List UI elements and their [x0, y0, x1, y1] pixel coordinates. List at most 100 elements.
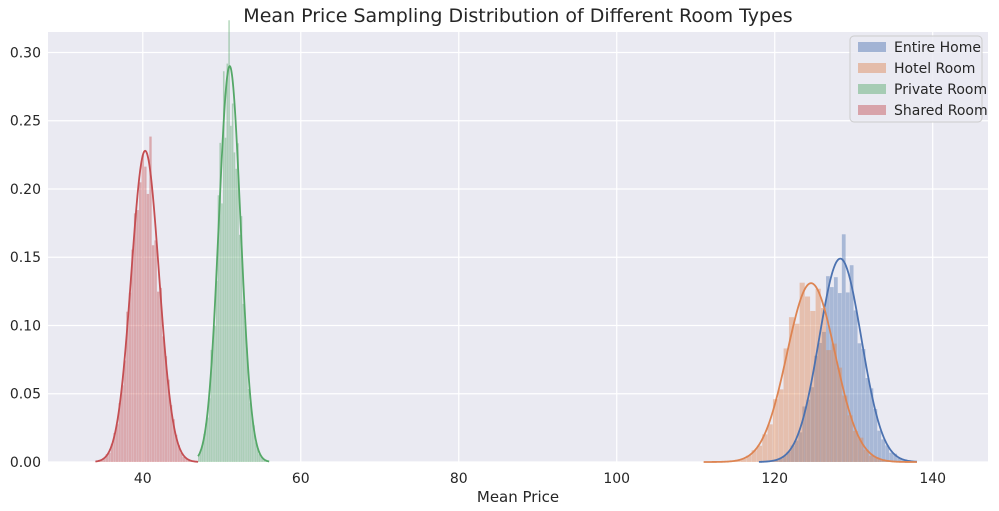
- histogram-bar: [187, 460, 191, 462]
- histogram-bar: [788, 317, 795, 462]
- histogram-bar: [242, 303, 245, 462]
- histogram-bar: [180, 452, 183, 462]
- histogram-bar: [244, 321, 246, 462]
- histogram-bar: [113, 433, 116, 462]
- histogram-bar: [128, 292, 132, 462]
- legend-label: Private Room: [894, 82, 987, 98]
- histogram-bar: [804, 296, 811, 462]
- histogram-bar: [198, 455, 200, 462]
- x-tick-label: 60: [292, 471, 310, 487]
- histogram-bar: [226, 63, 229, 463]
- histogram-hotel-room: [730, 282, 891, 462]
- legend-label: Shared Room: [894, 103, 988, 119]
- histogram-bar: [115, 424, 119, 462]
- histogram-bar: [182, 456, 186, 462]
- y-tick-label: 0.15: [10, 250, 41, 266]
- histogram-bar: [105, 454, 109, 462]
- histogram-bar: [251, 414, 253, 462]
- histogram-bar: [794, 323, 800, 462]
- histogram-bar: [254, 442, 257, 462]
- histogram-bar: [172, 419, 175, 462]
- histogram-bar: [778, 389, 784, 462]
- histogram-bar: [212, 340, 214, 462]
- histogram-bar: [893, 453, 897, 462]
- histogram-bar: [258, 454, 261, 462]
- histogram-bar: [897, 457, 901, 462]
- histogram-bar: [826, 350, 832, 462]
- histogram-bar: [233, 152, 236, 463]
- histogram-bar: [141, 155, 144, 463]
- histogram-bar: [806, 399, 811, 462]
- histogram-bar: [174, 434, 178, 462]
- histogram-bar: [221, 203, 223, 462]
- histogram-bar: [841, 234, 846, 462]
- histogram-bar: [253, 425, 255, 462]
- kde-line: [95, 149, 199, 463]
- histogram-bar: [151, 245, 155, 462]
- histogram-bar: [121, 385, 124, 462]
- histogram-bar: [110, 443, 114, 462]
- y-tick-label: 0.05: [10, 387, 41, 403]
- histogram-bar: [901, 459, 905, 462]
- x-tick-label: 80: [450, 471, 468, 487]
- y-tick-label: 0.25: [10, 114, 41, 130]
- histogram-bar: [230, 125, 232, 462]
- y-tick-labels: 0.00 0.05 0.10 0.15 0.20 0.25 0.30: [10, 45, 41, 471]
- kde-line: [758, 257, 917, 463]
- histogram-bar: [842, 395, 848, 462]
- histogram-bar: [815, 288, 821, 462]
- histogram-bar: [177, 445, 180, 462]
- histogram-bar: [249, 402, 252, 462]
- histogram-bar: [247, 389, 250, 462]
- histogram-bar: [238, 234, 241, 462]
- histogram-shared-room: [95, 136, 193, 463]
- histogram-bar: [208, 398, 211, 462]
- histogram-bar: [853, 310, 858, 462]
- legend-label: Entire Home: [894, 40, 981, 56]
- histogram-bar: [772, 399, 779, 462]
- histogram-bar: [858, 437, 864, 462]
- histogram-bar: [262, 458, 264, 462]
- histogram-bar: [139, 182, 142, 462]
- histogram-bar: [164, 356, 168, 462]
- histogram-bar: [869, 388, 874, 462]
- histogram-bar: [740, 458, 747, 462]
- histogram-bar: [783, 348, 789, 462]
- histogram-bar: [751, 450, 757, 462]
- histogram-bar: [185, 458, 188, 462]
- histogram-bar: [790, 445, 795, 462]
- histogram-bar: [820, 308, 827, 462]
- histogram-bar: [237, 143, 239, 462]
- histogram-bar: [144, 166, 147, 462]
- histogram-bar: [814, 355, 818, 462]
- histogram-bar: [782, 455, 787, 462]
- x-tick-label: 100: [603, 471, 630, 487]
- histogram-bar: [146, 193, 150, 463]
- histogram-bar: [154, 240, 157, 462]
- x-tick-label: 140: [919, 471, 946, 487]
- histogram-bar: [108, 452, 111, 462]
- histogram-bar: [228, 20, 230, 463]
- histogram-bar: [762, 434, 768, 462]
- histogram-bar: [822, 331, 826, 462]
- y-tick-label: 0.20: [10, 182, 41, 198]
- histogram-bar: [778, 458, 783, 462]
- histogram-bar: [873, 408, 878, 462]
- histogram-bar: [167, 379, 170, 462]
- histogram-bar: [159, 287, 162, 462]
- histogram-bar: [810, 387, 815, 462]
- legend-box: [849, 35, 983, 123]
- plot-area: [48, 32, 988, 462]
- y-tick-label: 0.30: [10, 45, 41, 61]
- histogram-bar: [857, 343, 862, 462]
- histogram-bar: [210, 349, 213, 462]
- grid-lines: [48, 32, 988, 463]
- histogram-bar: [879, 459, 885, 462]
- histogram-bar: [889, 452, 894, 462]
- histogram-bar: [206, 417, 209, 462]
- histogram-bar: [810, 310, 816, 462]
- y-tick-label: 0.10: [10, 318, 41, 334]
- kde-line: [703, 282, 917, 463]
- histogram-bar: [118, 403, 121, 462]
